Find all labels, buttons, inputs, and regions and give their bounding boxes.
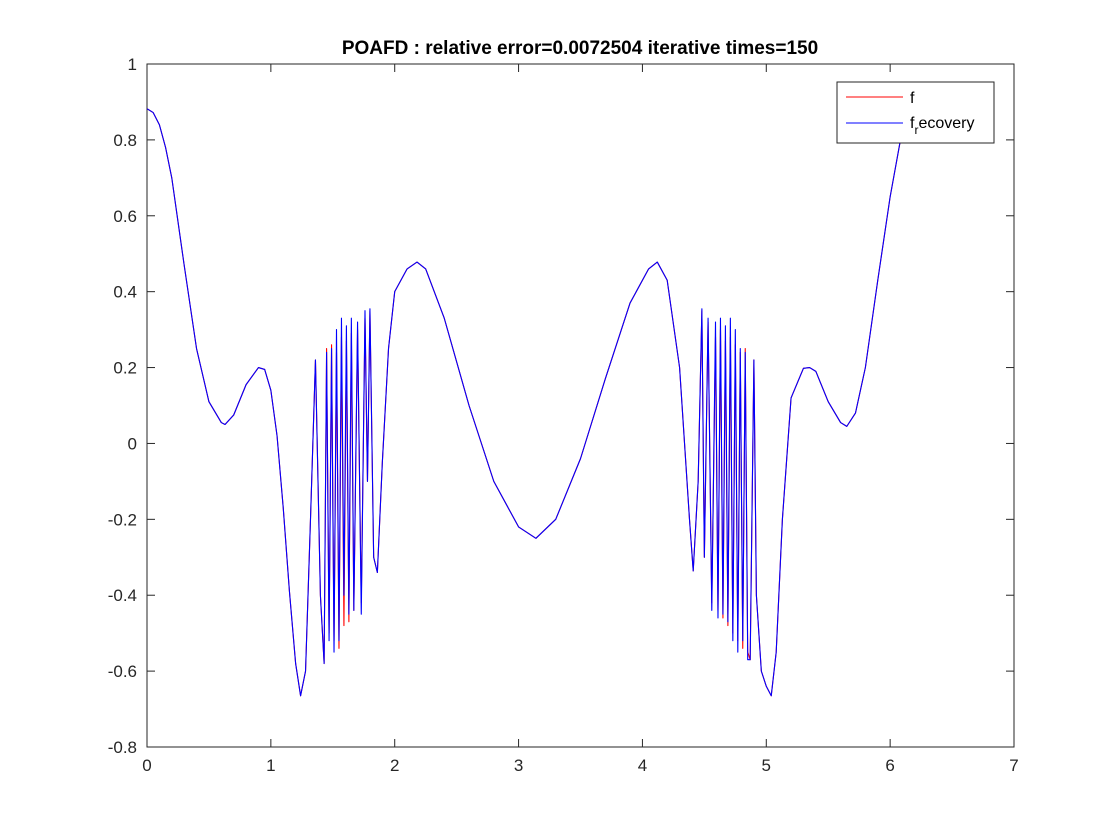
y-tick-label: 0.2	[113, 359, 137, 378]
y-tick-label: 0	[128, 434, 137, 453]
legend-label-f: f	[910, 90, 915, 107]
x-tick-label: 7	[1009, 756, 1018, 775]
x-tick-label: 1	[266, 756, 275, 775]
chart-title: POAFD : relative error=0.0072504 iterati…	[342, 38, 818, 59]
legend-label-f-recovery-subscript: r	[914, 123, 918, 137]
y-tick-label: -0.4	[108, 586, 137, 605]
x-tick-label: 0	[142, 756, 151, 775]
x-axis-ticks: 0 1 2 3 4 5 6 7	[142, 64, 1019, 775]
series-line-f-recovery	[147, 82, 916, 697]
axes-box	[146, 63, 1015, 748]
x-tick-label: 3	[514, 756, 523, 775]
y-tick-label: -0.6	[108, 662, 137, 681]
x-tick-label: 2	[390, 756, 399, 775]
x-tick-label: 4	[638, 756, 647, 775]
y-axis-ticks: -0.8 -0.6 -0.4 -0.2 0 0.2 0.4 0.6 0.8 1	[108, 55, 1014, 757]
x-tick-label: 5	[762, 756, 771, 775]
y-tick-label: 0.6	[113, 207, 137, 226]
y-tick-label: 0.4	[113, 283, 137, 302]
series-layer	[147, 82, 916, 697]
x-tick-label: 6	[885, 756, 894, 775]
y-tick-label: 0.8	[113, 131, 137, 150]
y-tick-label: -0.2	[108, 510, 137, 529]
y-tick-label: 1	[128, 55, 137, 74]
legend: f frecovery	[836, 81, 995, 144]
plot-area: 0 1 2 3 4 5 6 7 -0.8 -0.6 -0.4 -0.2 0 0.2 0.4 0.6 0.8 1	[108, 55, 1019, 775]
legend-box	[836, 81, 995, 144]
legend-label-f-recovery: frecovery	[910, 115, 974, 137]
y-tick-label: -0.8	[108, 738, 137, 757]
legend-label-f-recovery-rest: ecovery	[918, 115, 974, 132]
legend-label-f-recovery-main: f	[910, 115, 915, 132]
